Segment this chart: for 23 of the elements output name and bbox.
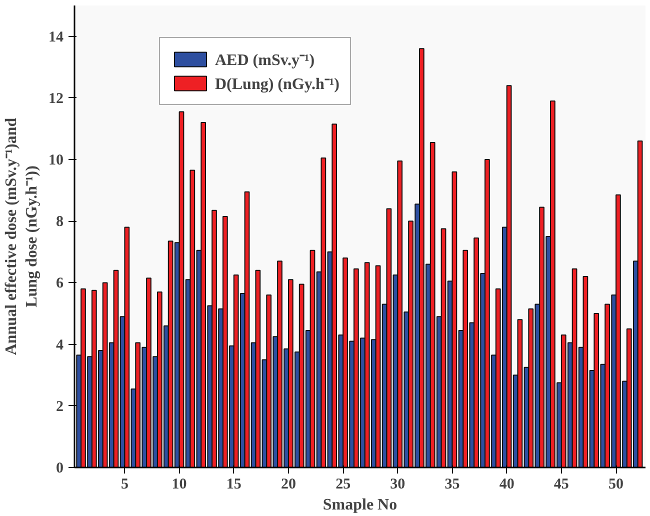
x-tick-label: 15 [226, 476, 242, 492]
y-tick-label: 4 [56, 337, 64, 354]
y-tick-label: 2 [56, 398, 64, 415]
x-tick-label: 35 [444, 476, 460, 492]
y-tick-label: 10 [48, 152, 64, 168]
x-tick-label: 50 [608, 476, 624, 492]
x-tick-label: 10 [172, 476, 187, 492]
legend-label: AED (mSv.y⁻¹) [215, 51, 315, 70]
x-tick-label: 20 [280, 476, 296, 492]
y-tick-label: 14 [48, 29, 64, 46]
x-tick-label: 30 [390, 476, 406, 492]
y-tick-label: 6 [56, 276, 64, 292]
y-axis-title: Annual effective dose (mSv.y⁻¹)and Lung dose (nGy.h⁻¹)) [3, 118, 40, 356]
x-tick-label: 5 [120, 476, 128, 492]
x-tick-label: 45 [554, 476, 569, 492]
x-tick-label: 25 [336, 476, 351, 492]
legend-label: D(Lung) (nGy.h⁻¹) [215, 75, 340, 94]
bar [637, 140, 643, 468]
x-axis-title: Smaple No [322, 496, 398, 514]
y-tick-label: 8 [56, 214, 64, 230]
x-tick-label: 40 [499, 476, 514, 492]
y-tick-label: 12 [48, 90, 64, 107]
y-tick-label: 0 [56, 460, 64, 476]
